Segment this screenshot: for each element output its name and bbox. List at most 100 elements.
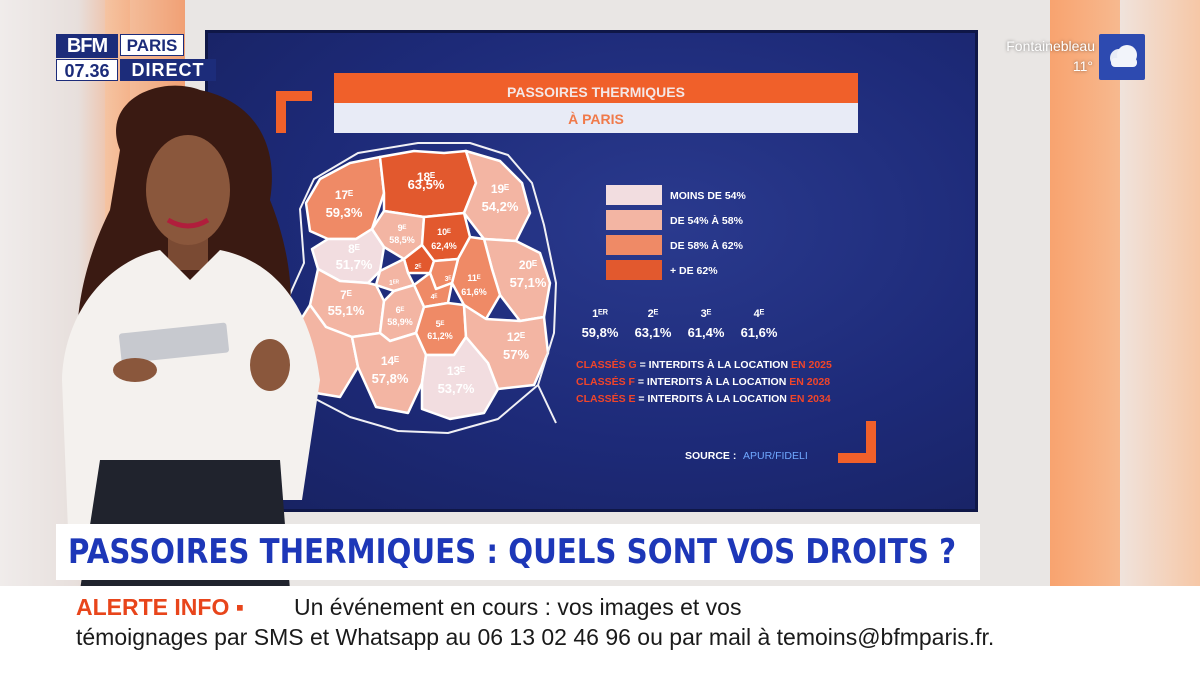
title-text: PASSOIRES THERMIQUES [507,84,685,100]
source-value: APUR/FIDELI [743,450,808,462]
district-value: 58,9% [387,317,413,327]
subtitle-banner [334,103,858,133]
presenter-face [146,135,230,245]
presenter-hand-left [113,358,157,382]
central-value: 63,1% [635,325,672,340]
presenter-mouth [166,217,210,229]
tablet [119,322,229,364]
weather-location: Fontainebleau [1006,38,1095,54]
rule-text: = INTERDITS À LA LOCATION [637,358,791,371]
presenter-figure [62,85,320,590]
district-value: 53,7% [438,381,475,396]
central-label: 3ᴱ [701,308,712,320]
studio-pillar-right [1050,0,1120,590]
corner-bracket-top-left [276,91,312,133]
district-label: 6ᴱ [396,305,405,315]
rule-year: EN 2028 [789,376,830,388]
district-13 [420,335,500,421]
district-label: 19ᴱ [491,182,509,196]
district-value: 55,1% [328,303,365,318]
district-value: 57% [503,347,529,362]
district-value: 54,2% [482,199,519,214]
central-label: 1ᴱᴿ [592,308,608,320]
weather-temperature: 11° [1072,58,1093,74]
bois-de-vincennes-path [537,384,557,424]
district-label: 4ᴱ [431,294,438,301]
infographic: PASSOIRES THERMIQUES À PARIS [276,73,876,463]
rule-year: EN 2034 [790,393,831,405]
district-19 [462,149,532,243]
district-label: 12ᴱ [507,330,525,344]
rule-class: CLASSÉS E [576,392,636,405]
infographic-screen: PASSOIRES THERMIQUES À PARIS [205,30,978,512]
district-label: 9ᴱ [398,223,407,233]
legend-swatch [606,185,662,205]
district-label: 7ᴱ [340,288,352,302]
legend: MOINS DE 54% DE 54% À 58% DE 58% À 62% + DE… [606,185,747,280]
clock-time: 07.36 [56,59,118,81]
presenter-hand-right [250,339,290,391]
weather-widget: Fontainebleau 11° [965,34,1145,84]
district-value: 62,4% [431,241,457,251]
news-ticker: ALERTE INFO ▪ Un événement en cours : vo… [0,586,1200,675]
district-label: 14ᴱ [381,354,399,368]
legend-swatch [606,260,662,280]
rule-line: CLASSÉS E = INTERDITS À LA LOCATION EN 2… [576,392,831,405]
district-value: 61,2% [427,331,453,341]
district-value: 59,3% [326,205,363,220]
rental-rules: CLASSÉS G = INTERDITS À LA LOCATION EN 2… [576,358,832,405]
presenter-blouse [62,250,320,580]
district-label: 17ᴱ [335,188,353,202]
paris-map [277,142,557,434]
district-12 [462,303,550,391]
district-value: 57,1% [510,275,547,290]
district-value: 63,5% [408,177,445,192]
central-value: 59,8% [582,325,619,340]
district-value: 61,6% [461,287,487,297]
legend-label: DE 54% À 58% [670,214,744,227]
district-label: 10ᴱ [437,227,451,237]
cloud-icon [1099,34,1145,80]
district-label: 3ᴱ [445,276,452,283]
district-11 [450,235,502,321]
alert-label: ALERTE INFO ▪ [76,594,244,620]
legend-label: DE 58% À 62% [670,239,744,252]
district-label: 11ᴱ [467,273,481,283]
logo-city: PARIS [120,34,184,56]
ticker-line-1: Un événement en cours : vos images et vo… [294,594,742,620]
rule-text: = INTERDITS À LA LOCATION [636,392,790,405]
source-label: SOURCE : [685,450,736,462]
channel-logo: BFM PARIS 07.36 DIRECT [56,34,216,82]
corner-bracket-bottom-right [838,421,876,463]
central-label: 2ᴱ [648,308,659,320]
district-value: 57,8% [372,371,409,386]
district-value: 51,7% [336,257,373,272]
central-value: 61,6% [741,325,778,340]
district-label: 1ᴱᴿ [389,280,400,287]
legend-swatch [606,235,662,255]
central-arrondissements: 1ᴱᴿ 59,8% 2ᴱ 63,1% 3ᴱ 61,4% 4ᴱ 61,6% [582,308,778,340]
legend-label: + DE 62% [670,265,718,277]
district-label: 5ᴱ [436,319,445,329]
district-label: 20ᴱ [519,258,537,272]
rule-class: CLASSÉS F [576,375,636,388]
legend-label: MOINS DE 54% [670,190,747,202]
headline-banner: PASSOIRES THERMIQUES : QUELS SONT VOS DR… [56,524,980,580]
rule-year: EN 2025 [791,359,832,371]
live-badge: DIRECT [120,59,216,81]
district-17 [304,155,386,241]
district-label: 8ᴱ [348,242,360,256]
district-label: 18ᴱ [417,170,435,184]
district-value: 58,5% [389,235,415,245]
subtitle-text: À PARIS [568,111,624,127]
district-8 [310,227,386,285]
headline-text: PASSOIRES THERMIQUES : QUELS SONT VOS DR… [68,532,957,572]
district-label: 2ᴱ [415,264,422,271]
ticker-line-2: témoignages par SMS et Whatsapp au 06 13… [76,624,995,650]
rule-line: CLASSÉS F = INTERDITS À LA LOCATION EN 2… [576,375,830,388]
rule-line: CLASSÉS G = INTERDITS À LA LOCATION EN 2… [576,358,832,371]
central-label: 4ᴱ [754,308,765,320]
rule-text: = INTERDITS À LA LOCATION [635,375,789,388]
legend-swatch [606,210,662,230]
